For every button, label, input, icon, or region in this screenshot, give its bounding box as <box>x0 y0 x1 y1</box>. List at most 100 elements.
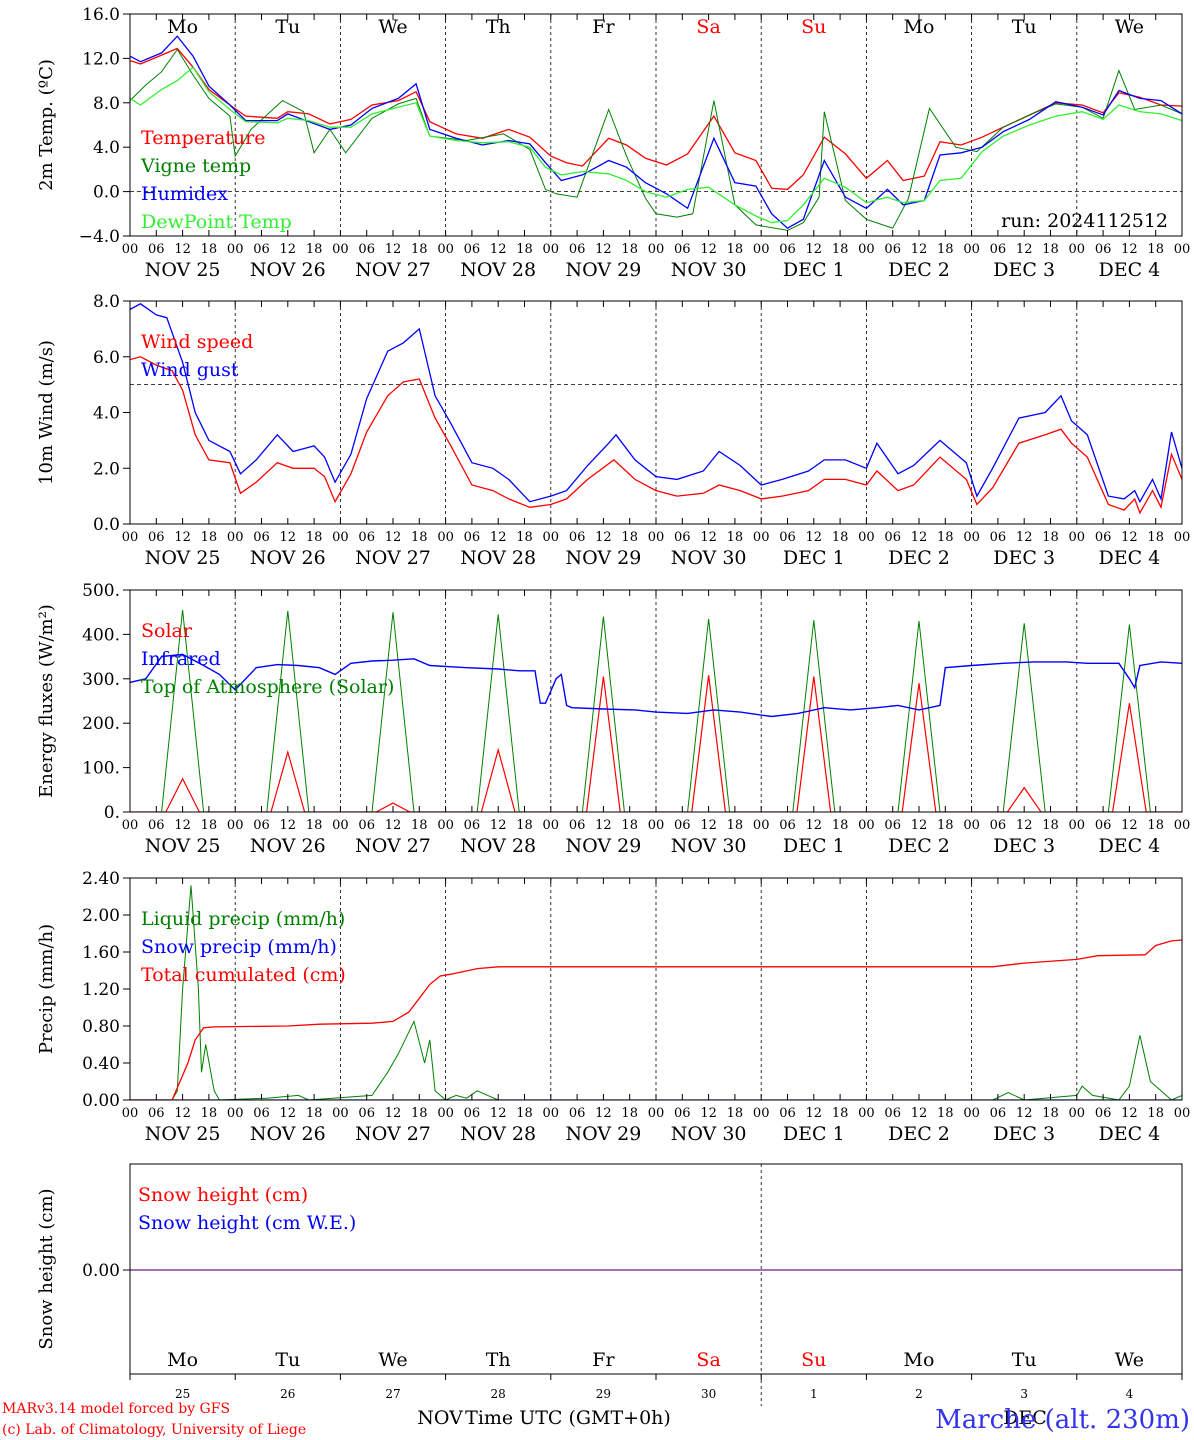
hour-tick-label: 00 <box>543 818 560 833</box>
hour-tick-label: 18 <box>832 818 849 833</box>
hour-tick-label: 00 <box>963 530 980 545</box>
y-axis-title: Precip (mm/h) <box>36 924 57 1054</box>
legend-label: Temperature <box>141 127 265 149</box>
hour-tick-label: 12 <box>1121 242 1138 257</box>
hour-tick-label: 00 <box>122 530 139 545</box>
hour-tick-label: 00 <box>122 242 139 257</box>
hour-tick-label: 18 <box>411 242 428 257</box>
hour-tick-label: 06 <box>884 242 901 257</box>
day-name-label: We <box>1115 1349 1144 1371</box>
hour-tick-label: 00 <box>543 1106 560 1121</box>
hour-tick-label: 12 <box>385 818 402 833</box>
y-tick-label: 0.40 <box>82 1054 120 1074</box>
hour-tick-label: 18 <box>727 818 744 833</box>
date-label: DEC 1 <box>783 1123 845 1145</box>
hour-tick-label: 00 <box>648 818 665 833</box>
date-label: NOV 28 <box>460 835 536 857</box>
hour-tick-label: 06 <box>1095 1106 1112 1121</box>
hour-tick-label: 18 <box>516 242 533 257</box>
legend-label: Humidex <box>141 183 228 205</box>
hour-tick-label: 06 <box>674 818 691 833</box>
day-name-label: Fr <box>592 1349 615 1371</box>
day-number-label: 29 <box>596 1387 611 1401</box>
hour-tick-label: 00 <box>858 818 875 833</box>
hour-tick-label: 18 <box>727 242 744 257</box>
y-tick-label: 400. <box>82 625 120 645</box>
hour-tick-label: 00 <box>437 530 454 545</box>
hour-tick-label: 06 <box>569 1106 586 1121</box>
day-name-label: Th <box>486 1349 511 1371</box>
hour-tick-label: 00 <box>753 530 770 545</box>
hour-tick-label: 18 <box>306 242 323 257</box>
hour-tick-label: 12 <box>385 242 402 257</box>
hour-tick-label: 06 <box>569 530 586 545</box>
hour-tick-label: 00 <box>858 242 875 257</box>
day-name-label: Su <box>801 1349 826 1371</box>
footer-model-text: MARv3.14 model forced by GFS <box>2 1401 230 1417</box>
hour-tick-label: 00 <box>1069 818 1086 833</box>
y-tick-label: 4.0 <box>93 404 120 424</box>
legend-label: Snow height (cm W.E.) <box>138 1212 356 1234</box>
hour-tick-label: 18 <box>1042 1106 1059 1121</box>
y-axis-title: Energy fluxes (W/m²) <box>36 604 57 798</box>
hour-tick-label: 12 <box>1121 530 1138 545</box>
date-label: DEC 2 <box>888 835 950 857</box>
hour-tick-label: 06 <box>990 242 1007 257</box>
date-label: NOV 27 <box>355 1123 431 1145</box>
x-axis-title: Time UTC (GMT+0h) <box>465 1407 671 1429</box>
hour-tick-label: 12 <box>700 1106 717 1121</box>
hour-tick-label: 00 <box>122 1106 139 1121</box>
day-number-label: 28 <box>491 1387 506 1401</box>
hour-tick-label: 18 <box>1147 242 1164 257</box>
date-label: NOV 25 <box>145 1123 221 1145</box>
legend-label: Solar <box>141 620 193 642</box>
hour-tick-label: 12 <box>174 818 191 833</box>
date-label: DEC 4 <box>1099 259 1161 281</box>
date-label: DEC 1 <box>783 259 845 281</box>
hour-tick-label: 18 <box>201 818 218 833</box>
hour-tick-label: 00 <box>227 242 244 257</box>
date-label: DEC 2 <box>888 1123 950 1145</box>
date-label: NOV 29 <box>565 259 641 281</box>
y-tick-label: 16.0 <box>82 5 120 25</box>
hour-tick-label: 06 <box>674 1106 691 1121</box>
hour-tick-label: 18 <box>937 818 954 833</box>
legend-label: Wind gust <box>141 359 239 381</box>
y-tick-label: 0.0 <box>93 183 120 203</box>
hour-tick-label: 12 <box>700 242 717 257</box>
day-name-label: Mo <box>167 1349 198 1371</box>
hour-tick-label: 12 <box>1016 1106 1033 1121</box>
legend-label: DewPoint Temp <box>141 211 292 233</box>
hour-tick-label: 18 <box>832 1106 849 1121</box>
hour-tick-label: 06 <box>148 1106 165 1121</box>
y-tick-label: 6.0 <box>93 348 120 368</box>
hour-tick-label: 18 <box>1147 818 1164 833</box>
hour-tick-label: 00 <box>332 818 349 833</box>
hour-tick-label: 00 <box>227 1106 244 1121</box>
hour-tick-label: 12 <box>174 242 191 257</box>
day-name-label: Mo <box>904 16 935 38</box>
legend-label: Total cumulated (cm) <box>141 964 346 986</box>
hour-tick-label: 00 <box>753 242 770 257</box>
legend-label: Vigne temp <box>140 155 251 177</box>
hour-tick-label: 06 <box>1095 242 1112 257</box>
day-number-label: 27 <box>385 1387 400 1401</box>
hour-tick-label: 12 <box>174 1106 191 1121</box>
day-number-label: 30 <box>701 1387 716 1401</box>
date-label: NOV 27 <box>355 835 431 857</box>
date-label: NOV 26 <box>250 547 326 569</box>
hour-tick-label: 12 <box>595 242 612 257</box>
hour-tick-label: 06 <box>253 818 270 833</box>
date-label: NOV 30 <box>671 547 747 569</box>
day-name-label: Fr <box>592 16 615 38</box>
hour-tick-label: 06 <box>358 530 375 545</box>
legend-label: Snow precip (mm/h) <box>141 936 337 958</box>
series-line-dewpoint-temp <box>130 67 1182 222</box>
date-label: NOV 29 <box>565 1123 641 1145</box>
hour-tick-label: 00 <box>963 818 980 833</box>
date-label: DEC 1 <box>783 547 845 569</box>
hour-tick-label: 18 <box>306 818 323 833</box>
day-name-label: Mo <box>904 1349 935 1371</box>
hour-tick-label: 06 <box>990 530 1007 545</box>
